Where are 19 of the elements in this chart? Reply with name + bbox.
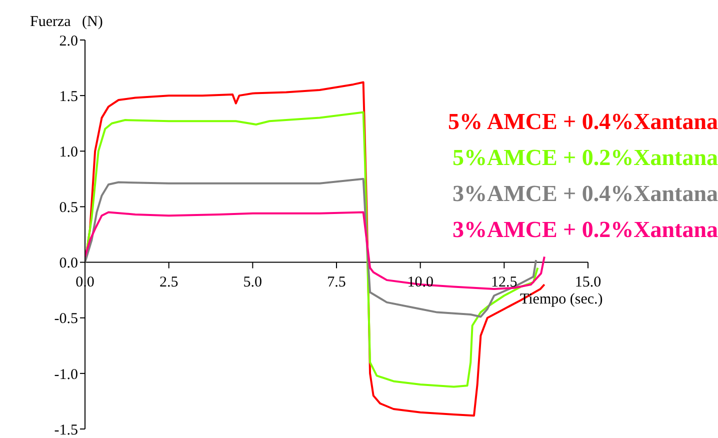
x-tick-label: 5.0 xyxy=(243,274,262,290)
y-tick-label: -1.0 xyxy=(54,366,78,383)
y-tick-label: -0.5 xyxy=(54,311,78,328)
x-tick-label: 15.0 xyxy=(574,274,602,290)
y-tick-label: 1.0 xyxy=(59,144,78,160)
series-label: 3%AMCE + 0.2%Xantana xyxy=(452,216,718,244)
y-tick-label: 2.0 xyxy=(59,33,78,50)
y-tick-label: -1.5 xyxy=(54,422,78,438)
y-axis-title: Fuerza (N) xyxy=(30,14,103,30)
y-tick-label: 0.5 xyxy=(59,200,78,216)
x-tick-label: 2.5 xyxy=(159,274,178,290)
x-tick-label: 12.5 xyxy=(491,274,518,290)
x-tick-label: 7.5 xyxy=(327,274,346,290)
x-axis-title: Tiempo (sec.) xyxy=(520,291,603,308)
text: 5% AMCE + 0.4%Xantana xyxy=(447,108,718,136)
text: 5%AMCE + 0.2%Xantana xyxy=(452,144,718,172)
y-tick-label: 0.0 xyxy=(59,256,78,272)
text: 3%AMCE + 0.4%Xantana xyxy=(452,180,718,208)
y-tick-label: 1.5 xyxy=(59,88,78,105)
